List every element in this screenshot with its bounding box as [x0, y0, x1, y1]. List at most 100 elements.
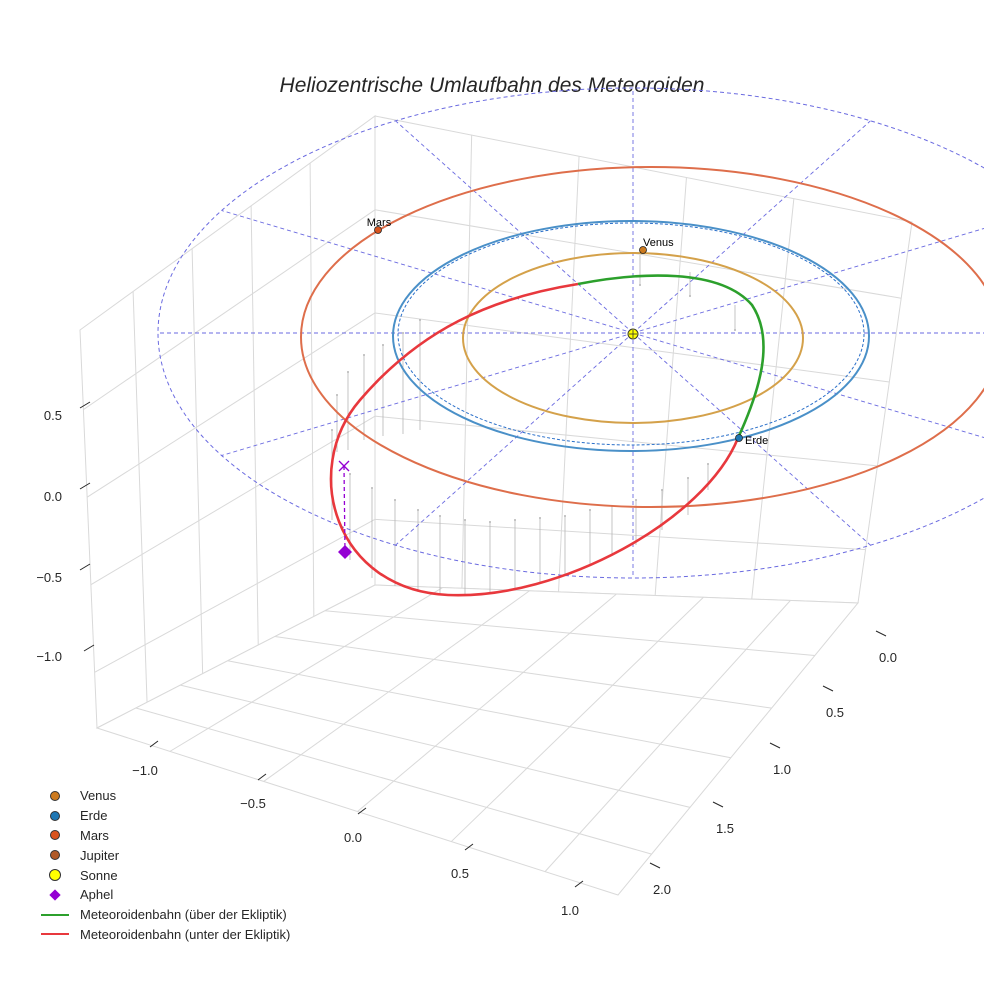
mars-marker [374, 226, 382, 234]
mars-orbit [300, 166, 984, 508]
legend: Venus Erde Mars Jupiter Sonne Aphel Meteoroide… [38, 786, 290, 944]
grid-line [309, 163, 315, 617]
drop-point [417, 509, 419, 511]
grid-line [544, 600, 791, 872]
x-tick-label: −1.0 [132, 763, 158, 778]
drop-point [402, 332, 404, 334]
grid-line [250, 205, 259, 646]
legend-swatch [38, 869, 72, 882]
chart-title: Heliozentrische Umlaufbahn des Meteoroid… [279, 74, 705, 97]
legend-swatch [38, 933, 72, 936]
legend-item: Venus [38, 786, 290, 806]
drop-point [349, 473, 351, 475]
grid-line [357, 593, 617, 812]
y-tick-label: 0.5 [826, 705, 844, 720]
grid-line [274, 635, 772, 709]
grid-line [191, 248, 204, 674]
legend-swatch [38, 889, 72, 901]
jupiter-spoke [632, 228, 984, 334]
x-tick-mark [357, 807, 367, 815]
legend-marker [41, 933, 69, 936]
legend-marker [49, 869, 61, 882]
y-tick-mark [649, 862, 661, 869]
legend-item: Meteoroidenbahn (unter der Ekliptik) [38, 925, 290, 945]
grid-line [450, 596, 704, 842]
y-tick-label: 0.0 [879, 650, 897, 665]
z-tick-mark [79, 563, 91, 571]
drop-point [687, 477, 689, 479]
grid-line [90, 415, 376, 586]
drop-point [689, 295, 691, 297]
drop-point [371, 487, 373, 489]
aphel-marker [338, 545, 352, 559]
legend-label: Jupiter [80, 847, 120, 863]
erde-orbit-dashed [397, 222, 865, 446]
grid-line [180, 684, 691, 808]
x-tick-label: 1.0 [561, 903, 579, 918]
legend-label: Meteoroidenbahn (unter der Ekliptik) [80, 926, 291, 942]
legend-item: Mars [38, 826, 290, 846]
venus-label: Venus [643, 237, 674, 249]
aphel-x-mark [338, 460, 350, 472]
back-wall [374, 115, 913, 604]
z-tick-mark [79, 482, 91, 490]
legend-swatch [38, 810, 72, 821]
jupiter-spoke [221, 332, 634, 456]
drop-point [707, 463, 709, 465]
drop-point [394, 499, 396, 501]
markers: Venus Erde Mars [338, 217, 768, 559]
jupiter-spoke [221, 210, 634, 334]
y-tick-mark [875, 630, 887, 637]
legend-label: Aphel [80, 887, 114, 903]
y-tick-label: 1.0 [773, 762, 791, 777]
legend-marker [50, 830, 60, 841]
drop-point [635, 499, 637, 501]
jupiter-orbit [157, 87, 984, 579]
z-tick-label: −0.5 [36, 570, 62, 585]
z-tick-mark [79, 401, 91, 409]
legend-marker [49, 889, 61, 901]
legend-marker [41, 913, 69, 916]
legend-item: Jupiter [38, 845, 290, 865]
grid-line [132, 291, 148, 703]
grid-line [461, 135, 473, 589]
axis-ticks: 0.5 0.0 −0.5 −1.0 −1.0 −0.5 0.0 0.5 1.0 0.0 0.5 1.0… [36, 401, 897, 918]
grid-line [83, 209, 376, 411]
drop-point [564, 515, 566, 517]
legend-item: Aphel [38, 885, 290, 905]
grid-line [374, 518, 866, 551]
jupiter-orbit-ellipse [157, 87, 984, 579]
y-tick-mark [769, 742, 781, 749]
legend-label: Meteoroidenbahn (über der Ekliptik) [80, 907, 287, 923]
legend-marker [50, 790, 60, 801]
jupiter-spoke [632, 332, 984, 438]
grid-line [374, 312, 890, 383]
grid-line [558, 156, 580, 592]
x-tick-label: 0.5 [451, 866, 469, 881]
drop-point [661, 489, 663, 491]
grid-line [374, 415, 878, 467]
drop-point [439, 515, 441, 517]
drop-point [589, 509, 591, 511]
y-tick-label: 2.0 [653, 882, 671, 897]
legend-label: Venus [80, 788, 117, 804]
z-tick-mark [83, 644, 95, 652]
x-tick-mark [257, 773, 267, 781]
z-tick-label: 0.5 [44, 408, 62, 423]
grid-line [94, 518, 376, 673]
drop-point [336, 394, 338, 396]
z-tick-label: −1.0 [36, 649, 62, 664]
y-tick-label: 1.5 [716, 821, 734, 836]
legend-item: Erde [38, 806, 290, 826]
legend-swatch [38, 913, 72, 916]
legend-item: Meteoroidenbahn (über der Ekliptik) [38, 905, 290, 925]
y-tick-mark [822, 685, 834, 692]
legend-swatch [38, 790, 72, 801]
legend-label: Mars [80, 827, 109, 843]
venus-orbit [462, 252, 804, 424]
grid-line [135, 707, 652, 855]
legend-item: Sonne [38, 865, 290, 885]
erde-orbit [392, 220, 870, 452]
x-tick-label: −0.5 [240, 796, 266, 811]
